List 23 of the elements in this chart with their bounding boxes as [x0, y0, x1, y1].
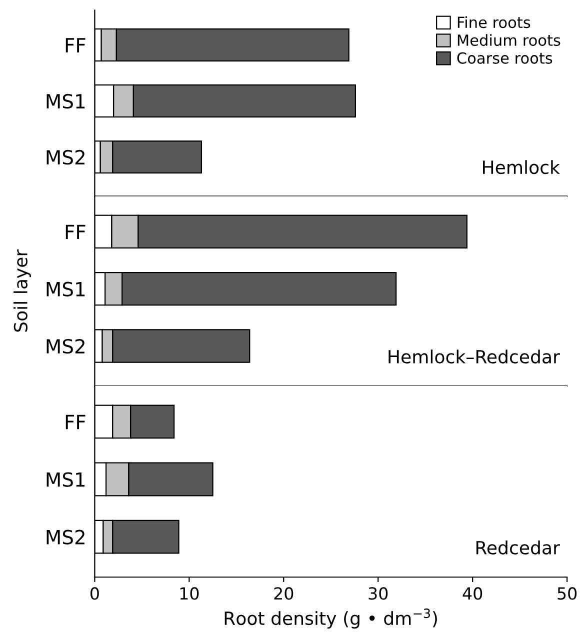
y-tick-label: FF	[66, 224, 86, 240]
x-tick-label: 0	[90, 587, 99, 600]
y-tick-label: MS2	[46, 150, 84, 165]
legend-label: Coarse roots	[457, 52, 552, 64]
y-axis-title: Soil layer	[14, 249, 31, 332]
y-tick-label: FF	[66, 414, 86, 430]
y-tick-label: MS2	[46, 530, 84, 544]
y-tick-label: MS1	[46, 472, 85, 487]
y-tick-label: FF	[66, 38, 86, 52]
y-tick-label: MS2	[46, 338, 84, 354]
x-tick-label: 20	[274, 587, 294, 600]
x-tick-label: 30	[368, 587, 388, 600]
y-tick-label: MS1	[46, 282, 85, 296]
legend-label: Medium roots	[458, 34, 560, 46]
text: Redcedar	[476, 540, 560, 555]
x-axis-title: Root density (g • dm$^{−3}$)	[224, 608, 437, 629]
x-tick-label: 10	[180, 587, 199, 600]
x-tick-label: 40	[462, 587, 482, 600]
legend-label: Fine roots	[458, 16, 530, 28]
text: Hemlock	[483, 160, 560, 174]
x-tick-label: 50	[558, 587, 577, 600]
y-tick-label: MS1	[46, 94, 85, 109]
text: Hemlock–Redcedar	[388, 350, 560, 364]
